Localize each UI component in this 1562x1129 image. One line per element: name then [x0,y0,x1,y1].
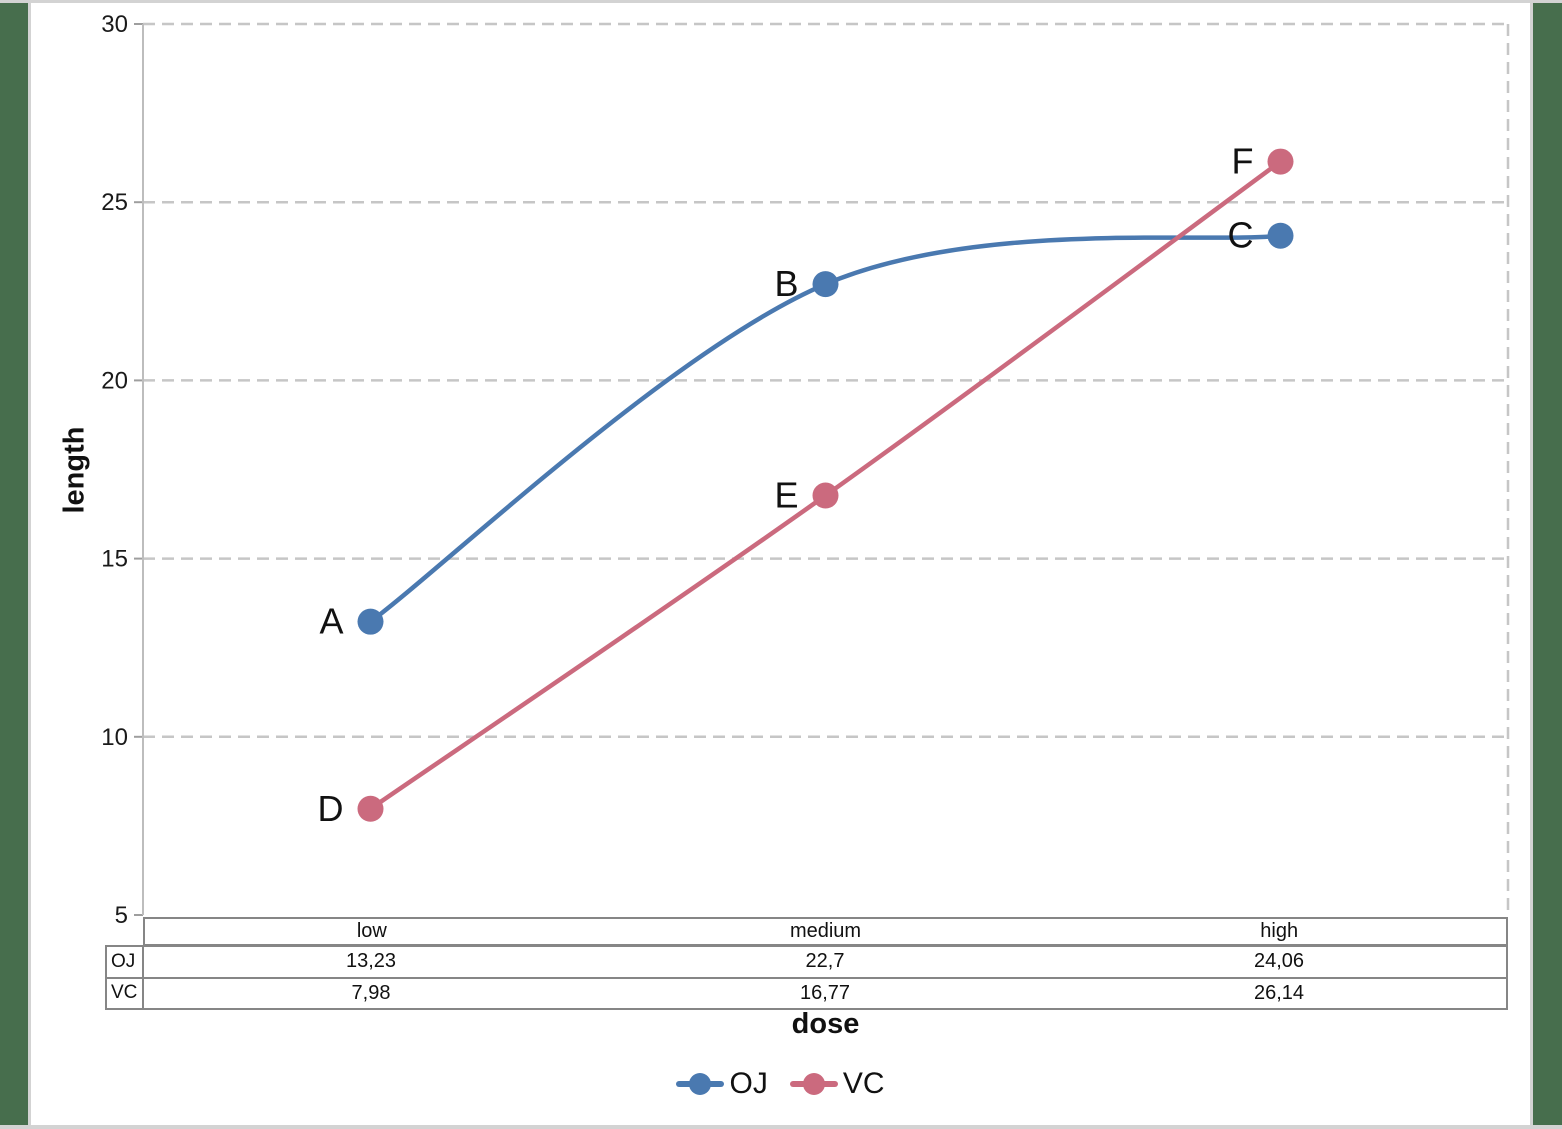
table-cell-oj-medium: 22,7 [805,950,845,973]
point-label: A [319,601,343,642]
point-label: E [774,475,798,516]
legend-marker-icon [802,1073,825,1095]
y-tick-label: 25 [101,189,128,216]
window-border-bottom [0,1125,1562,1129]
point-label: D [318,788,344,829]
table-cell-vc-high: 26,14 [1253,981,1305,1004]
point-marker-vc-high [1267,148,1294,175]
table-cell-vc-medium: 16,77 [799,981,851,1004]
y-tick-label: 20 [101,367,128,394]
table-header-low: low [356,920,387,942]
table-row-label-vc: VC [107,978,144,1008]
y-tick-label: 5 [115,902,128,929]
table-row-vc: VC 7,98 16,77 26,14 [107,976,1506,1008]
legend-label-oj: OJ [729,1067,768,1100]
legend-item-oj: OJ [676,1067,768,1101]
legend-marker-icon [689,1073,712,1095]
y-axis-title: length [58,426,91,514]
point-marker-oj-low [357,608,384,635]
x-axis-title: dose [791,1008,860,1040]
window-border-top [0,0,1562,3]
y-tick-label: 30 [101,11,128,38]
point-label: C [1228,215,1254,256]
point-marker-vc-low [357,795,384,822]
legend-label-vc: VC [842,1067,885,1100]
table-cell-oj-low: 13,23 [345,950,397,973]
legend-swatch-vc [789,1071,838,1097]
y-tick-label: 10 [101,724,128,751]
point-marker-oj-high [1267,222,1294,249]
data-table-body: OJ 13,23 22,7 24,06 VC 7,98 16,77 26,14 [105,945,1508,1010]
legend: OJ VC [31,1060,1530,1108]
point-marker-oj-medium [812,271,839,298]
table-row-label-oj: OJ [107,947,144,977]
table-header-medium: medium [789,920,862,942]
table-header-high: high [1260,920,1299,942]
point-label: F [1232,141,1254,182]
point-label: B [774,263,798,304]
table-row-oj: OJ 13,23 22,7 24,06 [107,947,1506,977]
background-bar-right [1530,3,1562,1125]
legend-item-vc: VC [789,1067,885,1101]
table-cell-vc-low: 7,98 [351,981,391,1004]
data-table-header: low medium high [143,917,1508,946]
background-bar-left [0,3,31,1125]
table-cell-oj-high: 24,06 [1253,950,1305,973]
point-marker-vc-medium [812,482,839,509]
y-tick-label: 15 [101,546,128,573]
legend-swatch-oj [676,1071,725,1097]
